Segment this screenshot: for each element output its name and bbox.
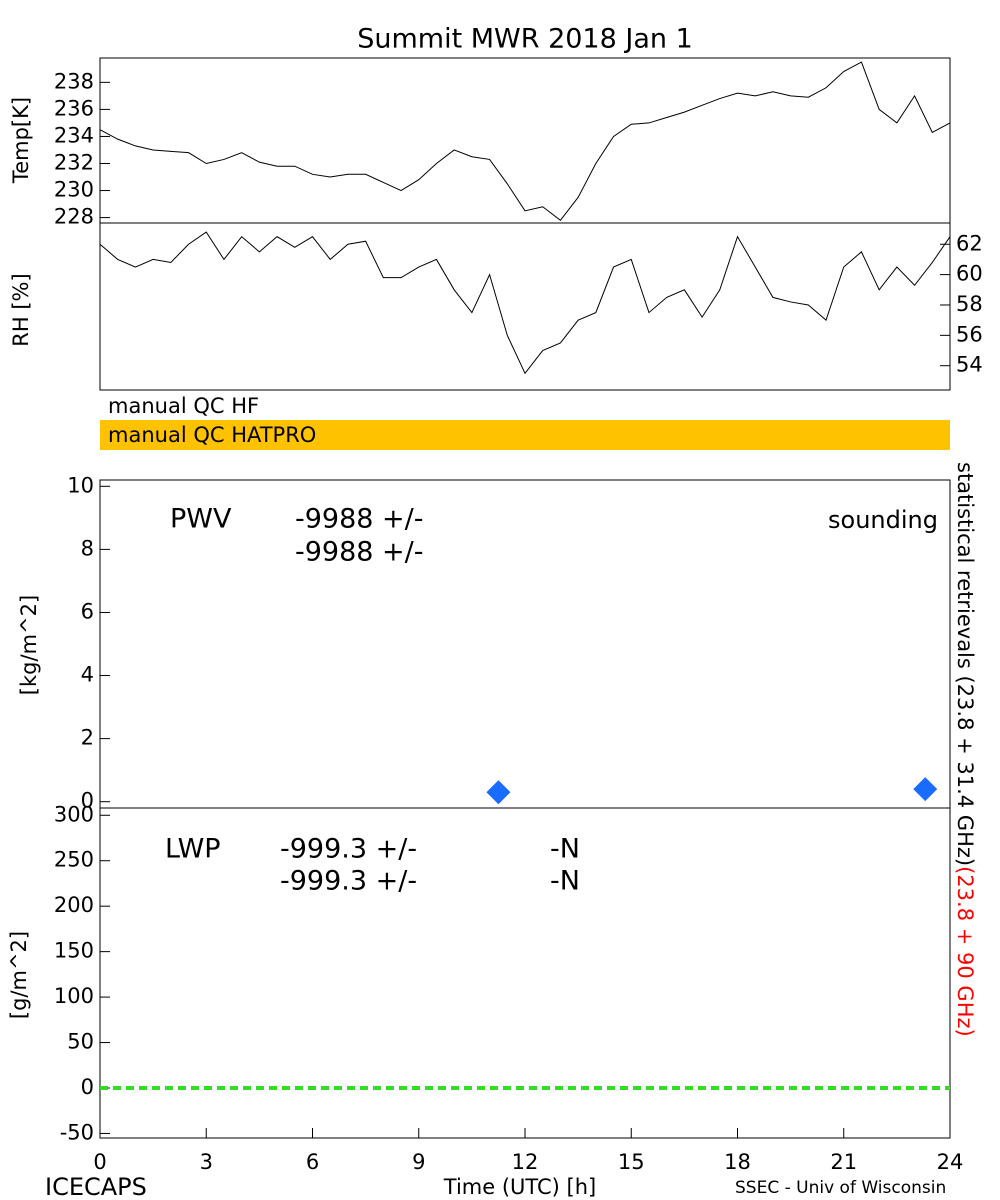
qc-label: manual QC HF [108,394,259,418]
y-axis-label: [kg/m^2] [17,595,41,695]
x-axis-label: Time (UTC) [h] [443,1175,596,1199]
y-tick-label: 10 [67,473,94,497]
data-line [99,231,951,375]
x-tick-label: 6 [306,1150,319,1174]
x-tick-label: 24 [937,1150,964,1174]
sounding-point [913,777,938,802]
y-tick-label: 300 [54,802,94,826]
y-tick-label: 230 [54,178,94,202]
y-tick-label: 228 [54,205,94,229]
panel-frame [99,222,951,391]
annotation: -N [550,866,580,897]
y-tick-label: 56 [956,322,983,346]
y-tick-label: 60 [956,262,983,286]
x-tick-label: 12 [512,1150,539,1174]
annotation: -999.3 +/- [280,866,417,897]
legend-entry: sounding [828,506,938,534]
annotation: PWV [170,504,232,535]
annotation: -9988 +/- [295,504,424,535]
y-axis-label: RH [%] [9,273,33,346]
y-tick-label: 58 [956,292,983,316]
x-tick-label: 9 [412,1150,425,1174]
side-label-part: (23.8 + 90 GHz) [953,866,977,1037]
y-tick-label: 238 [54,69,94,93]
y-axis-label: [g/m^2] [7,931,31,1019]
y-tick-label: 0 [81,789,94,813]
x-tick-label: 18 [724,1150,751,1174]
x-tick-label: 15 [618,1150,645,1174]
y-tick-label: 150 [54,939,94,963]
y-tick-label: 6 [81,599,94,623]
annotation: LWP [165,834,221,865]
side-label-part: statistical retrievals (23.8 + 31.4 GHz) [953,462,977,866]
y-tick-label: 8 [81,536,94,560]
y-tick-label: 234 [54,123,94,147]
y-tick-label: 62 [956,231,983,255]
chart-title: Summit MWR 2018 Jan 1 [357,24,693,55]
side-label: statistical retrievals (23.8 + 31.4 GHz)… [953,462,977,1037]
data-line [99,61,951,221]
sounding-point [486,780,511,805]
x-tick-label: 3 [200,1150,213,1174]
annotation: -N [550,834,580,865]
x-tick-label: 0 [93,1150,106,1174]
y-tick-label: 50 [67,1030,94,1054]
y-tick-label: 54 [956,353,983,377]
y-tick-label: 2 [81,726,94,750]
y-tick-label: 100 [54,984,94,1008]
y-tick-label: 250 [54,848,94,872]
annotation: -9988 +/- [295,537,424,568]
qc-bar [100,393,950,419]
y-tick-label: 200 [54,893,94,917]
x-tick-label: 21 [830,1150,857,1174]
y-tick-label: 236 [54,96,94,120]
y-tick-label: 0 [81,1075,94,1099]
y-tick-label: -50 [60,1120,94,1144]
y-tick-label: 232 [54,150,94,174]
footer-left: ICECAPS [45,1173,147,1200]
y-tick-label: 4 [81,663,94,687]
annotation: -999.3 +/- [280,834,417,865]
y-axis-label: Temp[K] [9,97,33,184]
qc-label: manual QC HATPRO [108,423,316,447]
qc-bar [100,420,950,450]
footer-right: SSEC - Univ of Wisconsin [735,1178,946,1198]
